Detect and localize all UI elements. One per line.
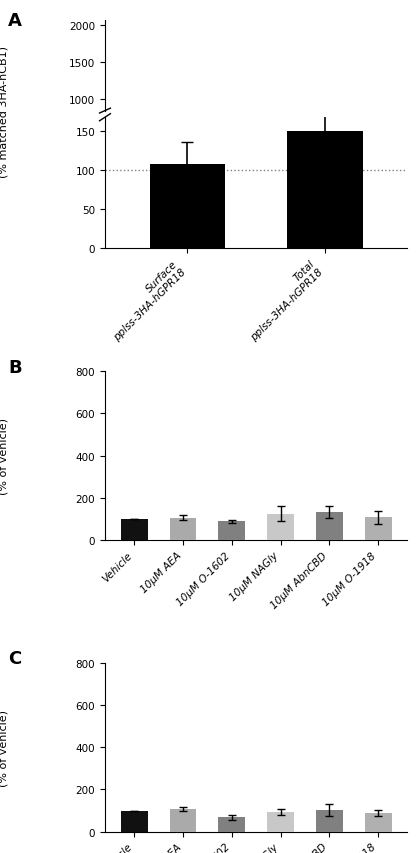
Bar bbox=[365, 518, 391, 541]
Text: C: C bbox=[8, 649, 21, 667]
Bar bbox=[365, 813, 391, 832]
Y-axis label: pplss-3HA-hGPR18 expression
(% matched 3HA-hCB1): pplss-3HA-hGPR18 expression (% matched 3… bbox=[0, 28, 8, 195]
Bar bbox=[316, 513, 343, 541]
Bar bbox=[150, 166, 225, 175]
Bar bbox=[218, 522, 245, 541]
Bar bbox=[150, 165, 225, 249]
Bar bbox=[267, 812, 294, 832]
Bar bbox=[287, 164, 363, 175]
Y-axis label: pERK stimulation
(% of vehicle): pERK stimulation (% of vehicle) bbox=[0, 409, 8, 503]
Y-axis label: pERK stimulation
(% of vehicle): pERK stimulation (% of vehicle) bbox=[0, 699, 8, 795]
Bar bbox=[170, 809, 197, 832]
Bar bbox=[267, 514, 294, 541]
Bar bbox=[121, 810, 148, 832]
Bar bbox=[316, 810, 343, 832]
Bar bbox=[287, 132, 363, 249]
Text: B: B bbox=[8, 358, 22, 376]
Bar bbox=[170, 519, 197, 541]
Text: A: A bbox=[8, 12, 22, 31]
Bar bbox=[121, 519, 148, 541]
Bar bbox=[218, 817, 245, 832]
